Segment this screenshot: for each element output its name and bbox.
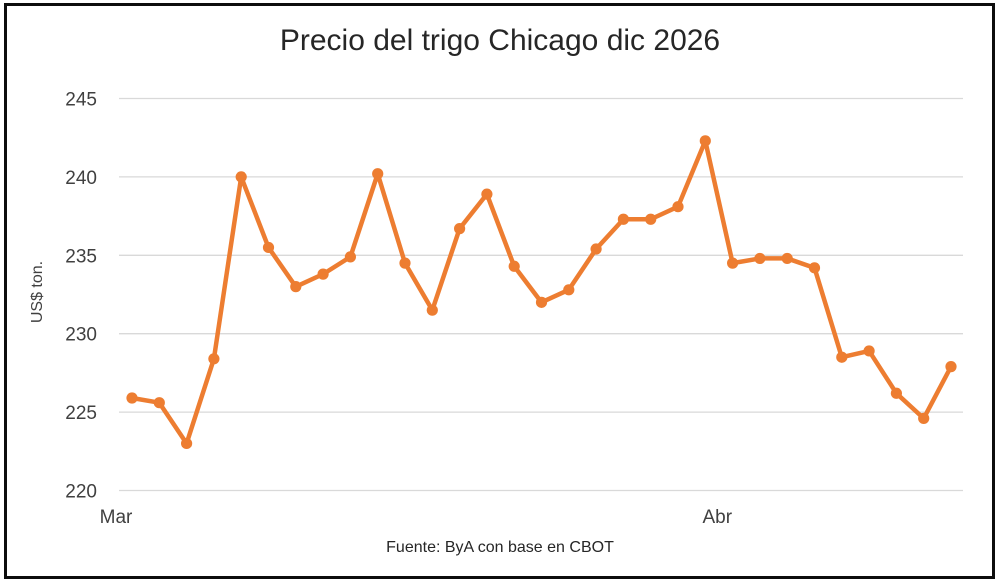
data-point-marker <box>945 361 957 373</box>
data-point-marker <box>372 168 384 180</box>
data-point-marker <box>481 188 493 200</box>
y-tick-label: 240 <box>65 168 97 189</box>
price-line <box>129 138 954 446</box>
data-point-marker <box>781 252 793 265</box>
x-tick-label: Mar <box>100 507 133 528</box>
data-point-marker <box>399 257 411 269</box>
y-tick-label: 230 <box>65 325 97 346</box>
data-point-marker <box>181 437 193 450</box>
data-point-marker <box>208 353 220 365</box>
source-note: Fuente: ByA con base en CBOT <box>386 539 614 556</box>
data-point-marker <box>918 412 930 424</box>
data-point-marker <box>126 392 138 404</box>
data-point-marker <box>153 397 165 409</box>
data-point-marker <box>836 351 848 363</box>
y-tick-label: 225 <box>65 403 97 424</box>
data-point-marker <box>235 171 247 183</box>
data-point-marker <box>699 135 711 147</box>
data-point-marker <box>645 213 657 225</box>
data-point-marker <box>317 268 329 280</box>
y-tick-label: 220 <box>65 482 97 503</box>
data-point-marker <box>590 243 602 255</box>
data-point-marker <box>808 262 821 274</box>
data-point-marker <box>508 260 520 272</box>
y-tick-label: 245 <box>65 90 97 111</box>
data-point-marker <box>890 387 903 399</box>
data-point-marker <box>727 257 739 269</box>
chart-title: Precio del trigo Chicago dic 2026 <box>279 24 721 57</box>
x-tick-label: Abr <box>703 507 733 528</box>
data-point-marker <box>426 304 438 316</box>
data-point-marker <box>535 296 548 308</box>
data-point-marker <box>672 201 684 213</box>
data-point-marker <box>262 241 275 254</box>
data-point-marker <box>563 284 575 296</box>
data-point-marker <box>863 345 875 357</box>
data-point-marker <box>290 281 302 293</box>
data-point-marker <box>617 213 630 225</box>
y-tick-label: 235 <box>65 246 97 267</box>
data-point-marker <box>344 251 356 263</box>
data-point-marker <box>754 252 766 265</box>
data-point-marker <box>454 223 466 235</box>
